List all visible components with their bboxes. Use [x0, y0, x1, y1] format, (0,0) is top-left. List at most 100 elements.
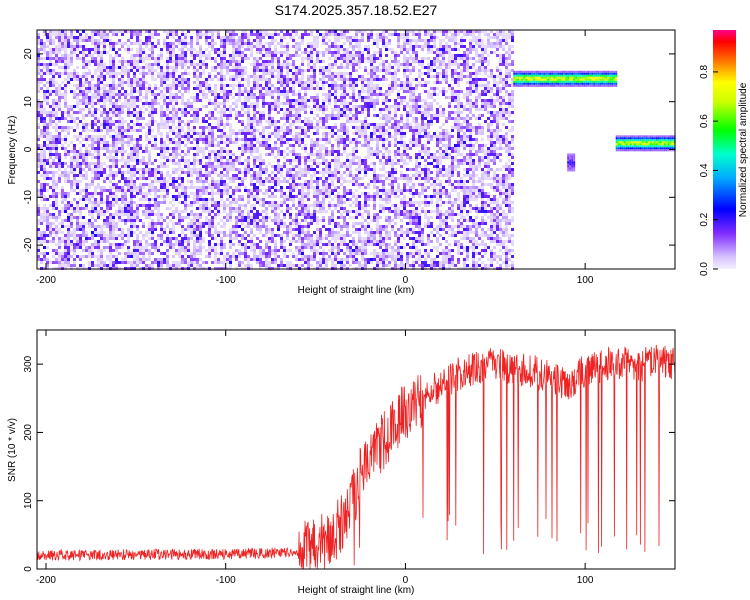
spectrogram-cell: [436, 54, 439, 57]
spectrogram-cell: [52, 147, 55, 150]
spectrogram-cell: [127, 114, 130, 117]
spectrogram-cell: [343, 141, 346, 144]
spectrogram-cell: [358, 111, 361, 114]
spectrogram-cell: [205, 66, 208, 69]
spectrogram-cell: [337, 162, 340, 165]
spectrogram-cell: [301, 78, 304, 81]
spectrogram-cell: [295, 93, 298, 96]
spectrogram-cell: [139, 129, 142, 132]
spectrogram-cell: [382, 144, 385, 147]
spectrogram-cell: [91, 144, 94, 147]
spectrogram-cell: [262, 87, 265, 90]
spectrogram-cell: [487, 69, 490, 72]
spectrogram-cell: [262, 114, 265, 117]
spectrogram-cell: [454, 39, 457, 42]
spectrogram-cell: [493, 150, 496, 153]
spectrogram-cell: [184, 45, 187, 48]
spectrogram-cell: [286, 90, 289, 93]
spectrogram-cell: [481, 108, 484, 111]
spectrogram-cell: [97, 45, 100, 48]
spectrogram-cell: [313, 69, 316, 72]
spectrogram-cell: [37, 51, 40, 54]
spectrogram-cell: [121, 93, 124, 96]
spectrogram-cell: [376, 69, 379, 72]
spectrogram-cell: [202, 69, 205, 72]
spectrogram-cell: [334, 162, 337, 165]
spectrogram-cell: [427, 48, 430, 51]
spectrogram-cell: [265, 48, 268, 51]
spectrogram-cell: [265, 72, 268, 75]
spectrogram-cell: [220, 162, 223, 165]
spectrogram-cell: [229, 165, 232, 168]
spectrogram-cell: [313, 99, 316, 102]
spectrogram-cell: [76, 138, 79, 141]
spectrogram-cell: [73, 90, 76, 93]
spectrogram-cell: [67, 144, 70, 147]
spectrogram-cell: [268, 111, 271, 114]
spectrogram-cell: [124, 60, 127, 63]
spectrogram-cell: [493, 120, 496, 123]
spectrogram-cell: [88, 153, 91, 156]
spectrogram-cell: [37, 63, 40, 66]
spectrogram-cell: [139, 33, 142, 36]
spectrogram-cell: [472, 153, 475, 156]
spectrogram-cell: [220, 165, 223, 168]
spectrogram-cell: [229, 150, 232, 153]
spectrogram-cell: [112, 105, 115, 108]
spectrogram-cell: [103, 69, 106, 72]
spectrogram-cell: [454, 33, 457, 36]
spectrogram-cell: [265, 168, 268, 171]
spectrogram-cell: [325, 126, 328, 129]
spectrogram-cell: [259, 96, 262, 99]
spectrogram-cell: [397, 129, 400, 132]
spectrogram-cell: [244, 69, 247, 72]
spectrogram-cell: [487, 156, 490, 159]
spectrogram-cell: [187, 120, 190, 123]
spectrogram-cell: [142, 78, 145, 81]
spectrogram-cell: [493, 102, 496, 105]
spectrogram-cell: [493, 33, 496, 36]
spectrogram-cell: [409, 111, 412, 114]
spectrogram-cell: [364, 78, 367, 81]
spectrogram-cell: [349, 42, 352, 45]
spectrogram-cell: [43, 129, 46, 132]
spectrogram-cell: [472, 102, 475, 105]
spectrogram-cell: [199, 171, 202, 174]
spectrogram-cell: [475, 69, 478, 72]
spectrogram-cell: [85, 156, 88, 159]
spectrogram-cell: [292, 45, 295, 48]
spectrogram-cell: [343, 138, 346, 141]
spectrogram-cell: [247, 33, 250, 36]
spectrogram-cell: [115, 72, 118, 75]
spectrogram-cell: [220, 45, 223, 48]
spectrogram-cell: [175, 78, 178, 81]
spectrogram-cell: [55, 117, 58, 120]
spectrogram-cell: [292, 63, 295, 66]
spectrogram-cell: [292, 36, 295, 39]
spectrogram-cell: [193, 156, 196, 159]
spectrogram-cell: [370, 30, 373, 33]
spectrogram-cell: [145, 72, 148, 75]
spectrogram-cell: [259, 111, 262, 114]
spectrogram-cell: [241, 132, 244, 135]
spectrogram-cell: [484, 30, 487, 33]
spectrogram-cell: [241, 90, 244, 93]
spectrogram-cell: [52, 120, 55, 123]
spectrogram-cell: [505, 93, 508, 96]
spectrogram-cell: [136, 66, 139, 69]
spectrogram-cell: [415, 51, 418, 54]
spectrogram-cell: [451, 72, 454, 75]
spectrogram-cell: [475, 117, 478, 120]
spectrogram-cell: [403, 126, 406, 129]
spectrogram-cell: [103, 90, 106, 93]
spectrogram-cell: [187, 168, 190, 171]
spectrogram-cell: [166, 87, 169, 90]
spectrogram-cell: [367, 57, 370, 60]
spectrogram-cell: [466, 156, 469, 159]
spectrogram-cell: [313, 63, 316, 66]
spectrogram-cell: [253, 33, 256, 36]
spectrogram-cell: [130, 153, 133, 156]
spectrogram-cell: [415, 60, 418, 63]
spectrogram-cell: [181, 33, 184, 36]
spectrogram-cell: [157, 54, 160, 57]
